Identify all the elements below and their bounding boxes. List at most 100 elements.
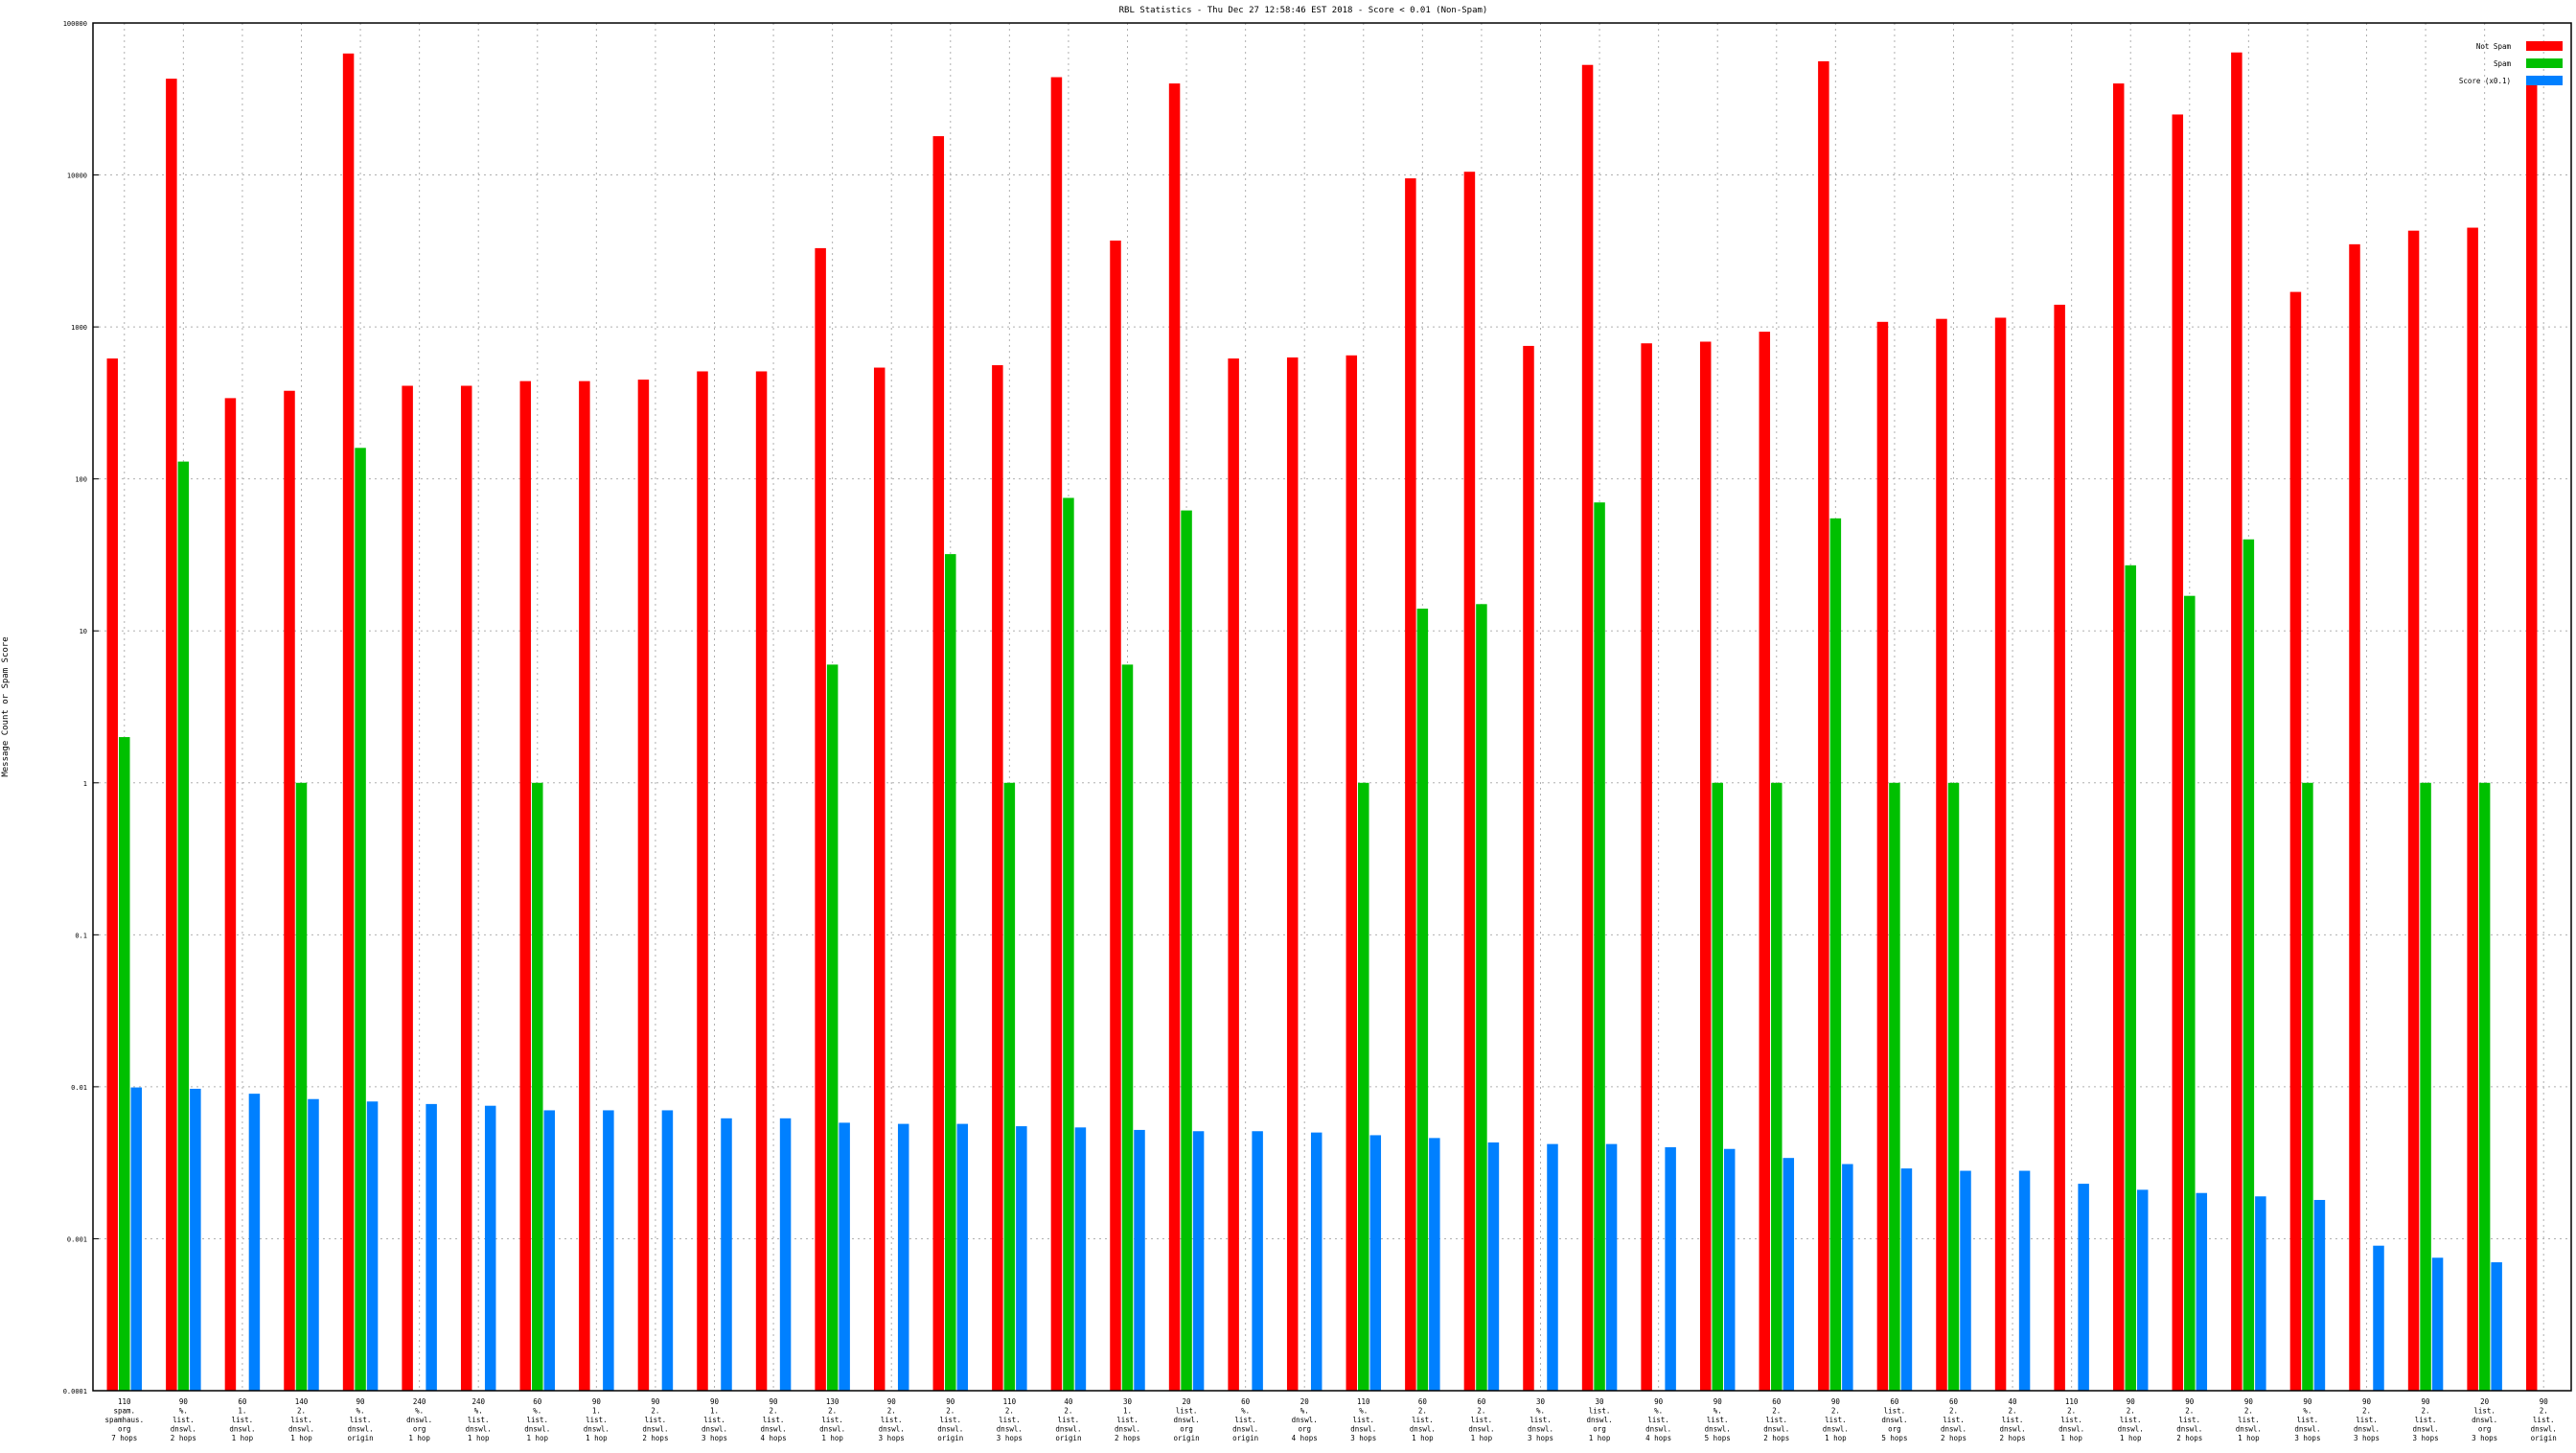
x-tick-label-line: list. [2120,1416,2142,1424]
x-tick-label-line: list. [1352,1416,1374,1424]
y-tick-label: 100000 [63,20,87,28]
x-tick-label-line: list. [586,1416,608,1424]
bar-not-spam [1994,317,2007,1392]
x-tick-label-line: list. [1530,1416,1552,1424]
x-tick-label-line: dnswl. [406,1416,432,1424]
bar-not-spam [2231,52,2242,1392]
bar-spam [177,461,190,1391]
x-tick-label-line: 2. [2244,1407,2253,1416]
x-tick-label-line: org [1298,1425,1311,1434]
bar-score-x0-1 [1842,1164,1853,1391]
bar-score-x0-1 [190,1088,201,1391]
x-tick-label-line: 90 [592,1397,602,1406]
bar-not-spam [1581,64,1594,1392]
x-tick-label-line: %. [1241,1407,1250,1416]
bar-score-x0-1 [1900,1168,1913,1391]
bar-score-x0-1 [1369,1135,1382,1391]
y-tick-label: 0.01 [71,1084,87,1092]
bar-not-spam [932,136,945,1391]
x-tick-label-line: 1. [238,1407,246,1416]
x-tick-label: 902.list.dnswl.2 hops [2176,1397,2202,1442]
x-tick-label-line: org [1888,1425,1901,1434]
x-tick-label-line: %. [1536,1407,1545,1416]
x-tick-label-line: origin [348,1434,374,1442]
x-tick-label-line: dnswl. [1528,1425,1553,1434]
x-tick-label-line: 60 [533,1397,542,1406]
plot-frame [92,22,2572,1392]
x-tick-label-line: 90 [356,1397,366,1406]
bar-not-spam [1228,358,1239,1391]
bar-not-spam [697,371,708,1391]
bar-score-x0-1 [1960,1170,1971,1391]
x-tick-label: 240%.list.dnswl.1 hop [466,1397,492,1442]
x-tick-label-line: 2. [770,1407,778,1416]
x-tick-label: 901.list.dnswl.1 hop [584,1397,610,1442]
bar-not-spam [1346,355,1358,1391]
x-tick-label-line: 90 [946,1397,955,1406]
x-tick-label-line: 5 hops [1705,1434,1731,1442]
x-tick-label-line: 2. [2185,1407,2194,1416]
x-tick-label-line: 1 hop [2060,1434,2082,1442]
x-tick-label: 902.list.dnswl.3 hops [2354,1397,2380,1442]
x-tick-label-line: list. [645,1416,667,1424]
x-tick-label-line: org [1593,1425,1606,1434]
x-tick-label-line: 1 hop [468,1434,490,1442]
x-tick-label-line: 1 hop [1825,1434,1847,1442]
y-tick-label: 10 [80,628,87,635]
x-tick-label-line: 2. [1477,1407,1485,1416]
bar-not-spam [755,371,768,1391]
x-tick-label-line: list. [1176,1407,1198,1416]
bar-score-x0-1 [543,1110,556,1391]
bar-not-spam [402,385,413,1392]
bar-not-spam [1168,83,1181,1392]
x-tick-label-line: 40 [1064,1397,1073,1406]
x-tick-label-line: 2. [1064,1407,1072,1416]
bar-spam [1003,782,1016,1391]
x-tick-label-line: dnswl. [2413,1425,2439,1434]
x-tick-label-line: org [413,1425,426,1434]
bar-spam [1416,609,1429,1391]
bar-score-x0-1 [1782,1158,1795,1391]
x-tick-label-line: list. [1058,1416,1080,1424]
x-tick-label-line: 3 hops [2354,1434,2380,1442]
x-tick-label-line: 3 hops [2413,1434,2439,1442]
x-tick-label: 30%.list.dnswl.3 hops [1528,1397,1553,1442]
bar-spam [532,782,543,1391]
x-tick-label-line: 90 [2540,1397,2549,1406]
x-tick-label-line: 1 hop [1412,1434,1434,1442]
x-tick-label-line: list. [2297,1416,2319,1424]
x-tick-label-line: dnswl. [466,1425,492,1434]
x-tick-label: 902.list.dnswl.1 hop [1823,1397,1849,1442]
x-tick-label-line: dnswl. [761,1425,787,1434]
x-tick-label-line: 2 hops [2000,1434,2026,1442]
x-tick-label-line: list. [2533,1416,2555,1424]
bar-score-x0-1 [130,1087,143,1391]
x-tick-label-line: 1 hop [2238,1434,2260,1442]
bar-spam [1063,497,1074,1391]
bar-spam [1829,518,1842,1391]
x-tick-label-line: 90 [651,1397,660,1406]
x-tick-label-line: dnswl. [2294,1425,2320,1434]
x-tick-label-line: 1 hop [232,1434,254,1442]
x-tick-label-line: 1. [710,1407,719,1416]
x-tick-label-line: list. [1116,1416,1138,1424]
x-tick-label-line: %. [1654,1407,1663,1416]
y-tick-label: 1000 [71,324,87,332]
bar-not-spam [579,381,590,1391]
x-tick-label-line: 2. [887,1407,896,1416]
bar-score-x0-1 [248,1094,261,1391]
bar-score-x0-1 [1252,1131,1263,1391]
x-tick-label-line: dnswl. [2531,1425,2557,1434]
bar-not-spam [519,381,532,1391]
x-tick-label-line: %. [415,1407,424,1416]
x-tick-label: 90%.list.dnswl.4 hops [1645,1397,1671,1442]
bar-not-spam [1523,345,1534,1391]
x-tick-label-line: list. [821,1416,843,1424]
x-tick-label-line: 90 [2127,1397,2136,1406]
